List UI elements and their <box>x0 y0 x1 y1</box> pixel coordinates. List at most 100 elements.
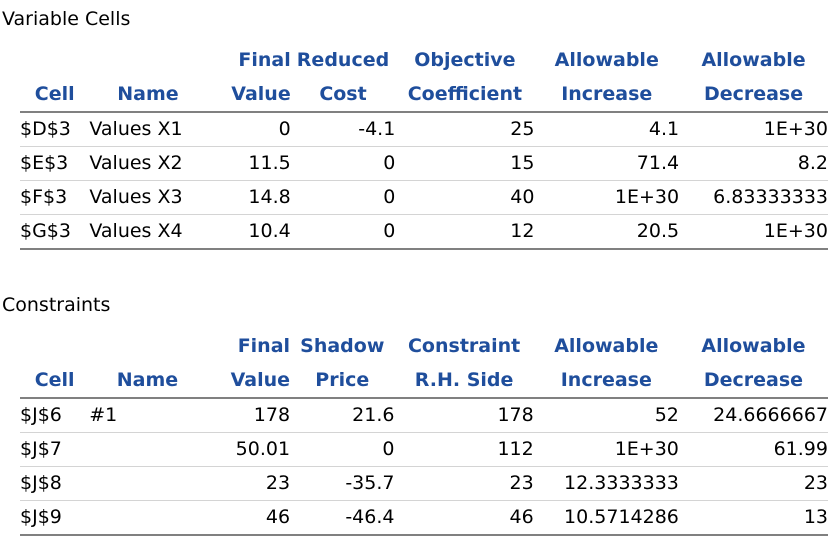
header-final-value: Value <box>205 363 291 399</box>
allowable-decrease: 61.99 <box>678 432 828 467</box>
header-name: Name <box>89 363 206 399</box>
table-row: $J$8 23 -35.7 23 12.3333333 23 <box>20 466 828 501</box>
objective-coefficient: 25 <box>395 112 535 147</box>
shadow-price: 0 <box>290 432 395 467</box>
allowable-increase: 52 <box>533 398 679 433</box>
header-allowable-increase: Increase <box>534 77 680 113</box>
header-name: Name <box>89 77 207 113</box>
header-final-value: Value <box>206 77 291 113</box>
cell-ref: $J$9 <box>20 500 90 536</box>
table-row: $G$3 Values X4 10.4 0 12 20.5 1E+30 <box>20 214 828 250</box>
header-row-top: Final Shadow Constraint Allowable Allowa… <box>20 329 828 363</box>
allowable-increase: 71.4 <box>534 146 680 181</box>
allowable-decrease: 23 <box>678 466 828 501</box>
header-constraint-rhs: R.H. Side <box>394 363 534 399</box>
allowable-increase: 10.5714286 <box>533 500 679 536</box>
table-row: $E$3 Values X2 11.5 0 15 71.4 8.2 <box>20 146 828 181</box>
shadow-price: -35.7 <box>290 466 395 501</box>
final-value: 14.8 <box>206 180 291 215</box>
constraint-rhs: 112 <box>394 432 534 467</box>
allowable-decrease: 1E+30 <box>679 214 828 250</box>
header-shadow-top: Shadow <box>300 335 385 357</box>
allowable-increase: 12.3333333 <box>533 466 679 501</box>
header-final-top: Final <box>238 49 291 71</box>
reduced-cost: 0 <box>290 214 396 250</box>
allowable-increase: 4.1 <box>534 112 680 147</box>
allowable-decrease: 8.2 <box>679 146 828 181</box>
header-row-bottom: Cell Name Value Cost Coefficient Increas… <box>20 77 828 113</box>
cell-name: Values X4 <box>89 214 207 250</box>
cell-ref: $J$8 <box>20 466 90 501</box>
allowable-decrease: 13 <box>678 500 828 536</box>
cell-ref: $G$3 <box>20 214 90 250</box>
variable-cells-table: Final Reduced Objective Allowable Allowa… <box>20 43 828 250</box>
cell-name: Values X1 <box>89 112 207 147</box>
header-reduced-top: Reduced <box>296 49 390 71</box>
final-value: 50.01 <box>205 432 291 467</box>
header-allowable-increase: Increase <box>533 363 679 399</box>
table-row: $D$3 Values X1 0 -4.1 25 4.1 1E+30 <box>20 112 828 147</box>
constraint-rhs: 46 <box>394 500 534 536</box>
header-decrease-top: Allowable <box>701 335 806 357</box>
final-value: 178 <box>205 398 291 433</box>
cell-name: Values X2 <box>89 146 207 181</box>
header-reduced-cost: Cost <box>290 77 396 113</box>
allowable-decrease: 24.6666667 <box>678 398 828 433</box>
constraint-rhs: 23 <box>394 466 534 501</box>
reduced-cost: 0 <box>290 180 396 215</box>
cell-ref: $E$3 <box>20 146 90 181</box>
header-cell-top <box>20 329 89 363</box>
cell-ref: $F$3 <box>20 180 90 215</box>
cell-ref: $J$6 <box>20 398 90 433</box>
header-increase-top: Allowable <box>554 49 659 71</box>
final-value: 11.5 <box>206 146 291 181</box>
header-objective-coefficient: Coefficient <box>395 77 535 113</box>
table-row: $F$3 Values X3 14.8 0 40 1E+30 6.8333333… <box>20 180 828 215</box>
header-row-top: Final Reduced Objective Allowable Allowa… <box>20 43 828 77</box>
header-constraint-top: Constraint <box>407 335 521 357</box>
variable-cells-title: Variable Cells <box>2 8 131 30</box>
header-final-top: Final <box>237 335 291 357</box>
allowable-decrease: 1E+30 <box>679 112 828 147</box>
allowable-decrease: 6.83333333 <box>679 180 828 215</box>
reduced-cost: -4.1 <box>290 112 396 147</box>
cell-name <box>89 432 206 467</box>
header-allowable-decrease: Decrease <box>678 363 828 399</box>
objective-coefficient: 15 <box>395 146 535 181</box>
final-value: 46 <box>205 500 291 536</box>
shadow-price: 21.6 <box>290 398 395 433</box>
header-allowable-decrease: Decrease <box>679 77 828 113</box>
allowable-increase: 1E+30 <box>533 432 679 467</box>
header-cell-top <box>20 43 89 77</box>
table-row: $J$7 50.01 0 112 1E+30 61.99 <box>20 432 828 467</box>
header-objective-top: Objective <box>414 49 516 71</box>
cell-name <box>89 500 206 536</box>
final-value: 0 <box>206 112 291 147</box>
header-row-bottom: Cell Name Value Price R.H. Side Increase… <box>20 363 828 399</box>
header-name-top <box>89 329 205 363</box>
shadow-price: -46.4 <box>290 500 395 536</box>
header-name-top <box>89 43 206 77</box>
objective-coefficient: 40 <box>395 180 535 215</box>
header-decrease-top: Allowable <box>701 49 806 71</box>
cell-ref: $D$3 <box>20 112 90 147</box>
header-shadow-price: Price <box>290 363 395 399</box>
header-cell: Cell <box>20 363 90 399</box>
allowable-increase: 1E+30 <box>534 180 680 215</box>
constraints-title: Constraints <box>2 294 111 316</box>
constraint-rhs: 178 <box>394 398 534 433</box>
cell-name: #1 <box>89 398 206 433</box>
header-cell: Cell <box>20 77 90 113</box>
table-row: $J$9 46 -46.4 46 10.5714286 13 <box>20 500 828 536</box>
cell-name: Values X3 <box>89 180 207 215</box>
cell-ref: $J$7 <box>20 432 90 467</box>
final-value: 23 <box>205 466 291 501</box>
header-increase-top: Allowable <box>554 335 659 357</box>
allowable-increase: 20.5 <box>534 214 680 250</box>
cell-name <box>89 466 206 501</box>
objective-coefficient: 12 <box>395 214 535 250</box>
reduced-cost: 0 <box>290 146 396 181</box>
table-row: $J$6 #1 178 21.6 178 52 24.6666667 <box>20 398 828 433</box>
constraints-table: Final Shadow Constraint Allowable Allowa… <box>20 329 828 536</box>
final-value: 10.4 <box>206 214 291 250</box>
